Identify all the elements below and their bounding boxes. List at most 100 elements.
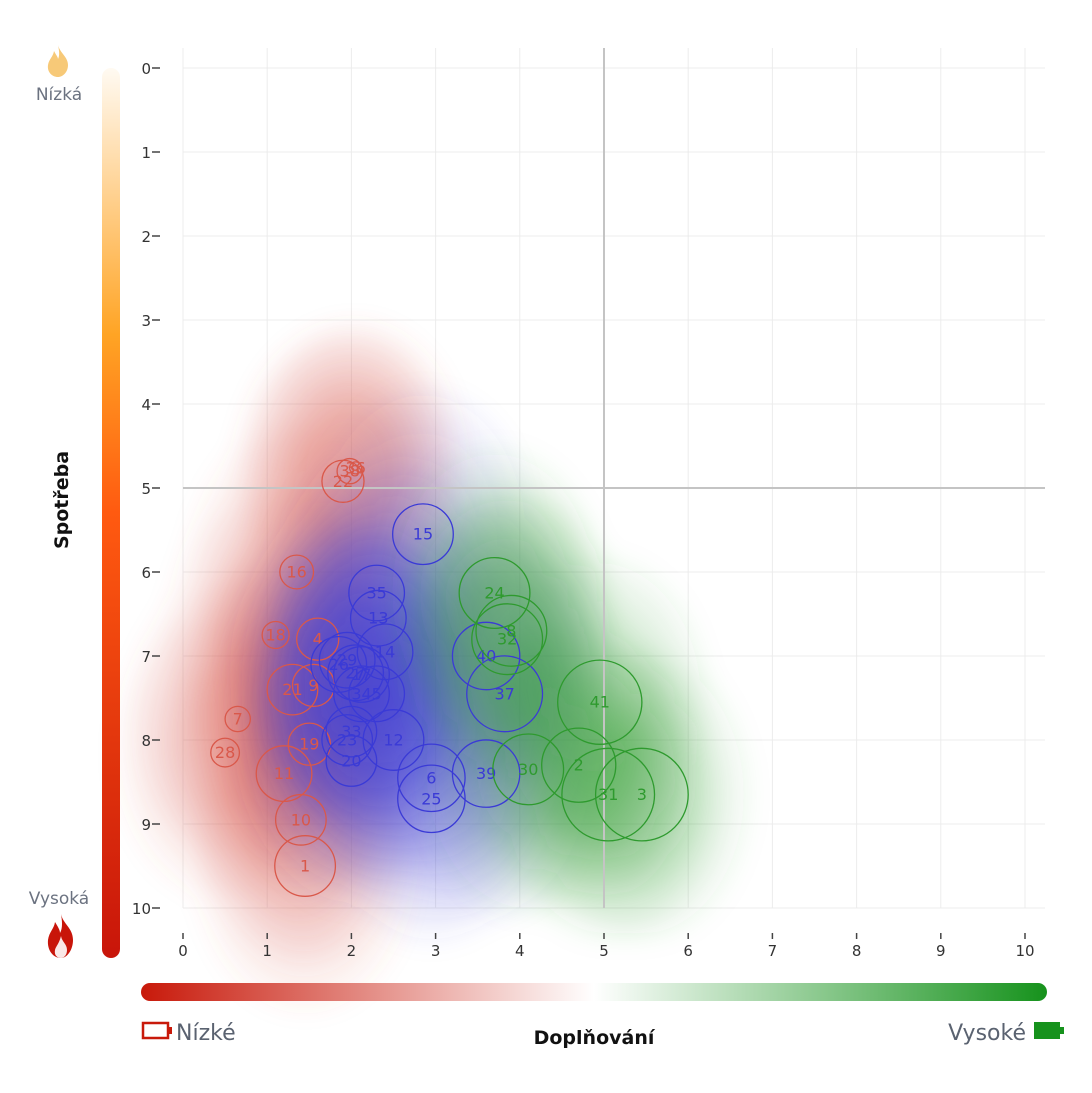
data-point-red: 1 bbox=[274, 835, 337, 897]
point-circle bbox=[261, 620, 290, 650]
x-tick-label: 10 bbox=[1015, 942, 1034, 960]
point-circle bbox=[333, 646, 390, 703]
point-circle bbox=[310, 635, 368, 693]
x-tick-label: 5 bbox=[599, 942, 609, 960]
y-high-label: Vysoká bbox=[29, 889, 89, 909]
point-circle bbox=[451, 739, 521, 808]
x-color-scale-bar bbox=[141, 983, 1047, 1001]
point-label: 2 bbox=[574, 756, 584, 775]
point-label: 28 bbox=[215, 743, 235, 762]
y-tick-label: 8 bbox=[141, 732, 151, 750]
x-tick-label: 6 bbox=[683, 942, 693, 960]
data-point-blue: 35 bbox=[348, 564, 406, 622]
point-circle bbox=[333, 665, 390, 723]
point-label: 20 bbox=[341, 752, 361, 771]
point-circle bbox=[397, 743, 466, 813]
x-tick-label: 3 bbox=[431, 942, 441, 960]
data-point-green: 31 bbox=[561, 747, 656, 842]
data-point-blue: 5 bbox=[348, 665, 406, 723]
y-tick-label: 4 bbox=[141, 396, 151, 414]
point-label: 4 bbox=[313, 630, 323, 649]
battery-full-icon bbox=[1034, 1022, 1064, 1039]
data-point-blue: 6 bbox=[397, 743, 466, 813]
point-circle bbox=[224, 705, 252, 733]
point-circle bbox=[321, 714, 374, 766]
point-circle bbox=[266, 663, 319, 716]
point-label: 35 bbox=[366, 584, 386, 603]
flame-light-icon bbox=[47, 45, 68, 77]
data-point-red: 28 bbox=[210, 737, 241, 768]
data-point-red: 19 bbox=[287, 722, 331, 766]
data-point-blue: 17 bbox=[333, 646, 390, 703]
point-label: 31 bbox=[598, 785, 618, 804]
x-tick-label: 2 bbox=[347, 942, 357, 960]
data-point-blue: 25 bbox=[397, 764, 466, 834]
point-circle bbox=[327, 644, 385, 702]
data-point-green: 41 bbox=[557, 659, 643, 745]
point-label: 34 bbox=[351, 684, 371, 703]
data-point-red: 4 bbox=[296, 617, 340, 661]
point-circle bbox=[279, 554, 315, 590]
data-point-green: 3 bbox=[594, 747, 689, 842]
point-label: 37 bbox=[494, 684, 514, 703]
point-circle bbox=[348, 564, 406, 622]
data-point-red: 38 bbox=[336, 457, 363, 485]
x-axis-title: Doplňování bbox=[534, 1027, 656, 1049]
data-point-green: 30 bbox=[492, 733, 565, 806]
point-circle bbox=[348, 461, 363, 475]
x-high-label: Vysoké bbox=[948, 1021, 1026, 1046]
x-tick-label: 7 bbox=[768, 942, 778, 960]
data-point-red: 16 bbox=[279, 554, 315, 590]
point-circle bbox=[274, 835, 337, 897]
data-point-green: 2 bbox=[541, 727, 617, 803]
y-tick-label: 10 bbox=[132, 900, 151, 918]
data-point-blue: 37 bbox=[466, 655, 544, 733]
point-label: 32 bbox=[497, 630, 517, 649]
x-axis-ticks: 0 1 2 3 4 5 6 7 8 9 10 bbox=[178, 933, 1035, 960]
point-label: 7 bbox=[233, 710, 243, 729]
data-point-red: 7 bbox=[224, 705, 252, 733]
y-tick-label: 1 bbox=[141, 144, 151, 162]
point-circle bbox=[274, 793, 327, 846]
point-circle bbox=[362, 709, 425, 771]
point-label: 19 bbox=[299, 735, 319, 754]
point-label: 3 bbox=[637, 785, 647, 804]
data-point-green: 8 bbox=[475, 594, 548, 667]
y-tick-label: 0 bbox=[141, 60, 151, 78]
point-circle bbox=[296, 617, 340, 661]
point-label: 39 bbox=[476, 764, 496, 783]
point-circle bbox=[466, 655, 544, 733]
density-blob bbox=[590, 725, 693, 865]
point-circle bbox=[451, 621, 521, 691]
y-color-scale-bar bbox=[102, 68, 120, 958]
data-point-blue: 39 bbox=[451, 739, 521, 808]
flame-dark-icon bbox=[47, 914, 73, 958]
point-circle bbox=[318, 631, 376, 689]
reference-lines bbox=[183, 48, 1045, 908]
point-label: 13 bbox=[368, 609, 388, 628]
y-axis-ticks: 0 1 2 3 4 5 6 7 8 9 10 bbox=[132, 60, 160, 918]
density-contours bbox=[123, 328, 744, 1005]
point-label: 17 bbox=[351, 665, 371, 684]
point-label: 25 bbox=[421, 789, 441, 808]
y-tick-label: 7 bbox=[141, 648, 151, 666]
point-circle bbox=[397, 764, 466, 834]
point-label: 9 bbox=[308, 676, 318, 695]
point-circle bbox=[287, 722, 331, 766]
point-circle bbox=[594, 747, 689, 842]
point-circle bbox=[325, 735, 378, 787]
x-tick-label: 0 bbox=[178, 942, 188, 960]
y-axis-title: Spotřeba bbox=[51, 451, 73, 549]
data-point-blue: 12 bbox=[362, 709, 425, 771]
point-label: 8 bbox=[506, 621, 516, 640]
point-circle bbox=[557, 659, 643, 745]
y-tick-label: 9 bbox=[141, 816, 151, 834]
point-label: 11 bbox=[274, 764, 294, 783]
data-point-red: 10 bbox=[274, 793, 327, 846]
point-label: 30 bbox=[518, 760, 538, 779]
y-tick-label: 3 bbox=[141, 312, 151, 330]
point-label: 41 bbox=[590, 693, 610, 712]
y-tick-label: 6 bbox=[141, 564, 151, 582]
